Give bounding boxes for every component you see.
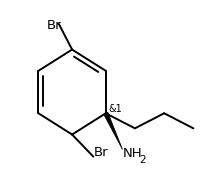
Polygon shape xyxy=(104,112,123,150)
Text: Br: Br xyxy=(46,19,61,32)
Text: NH: NH xyxy=(123,147,142,160)
Text: Br: Br xyxy=(94,146,109,159)
Text: 2: 2 xyxy=(139,155,146,165)
Text: &1: &1 xyxy=(108,104,122,114)
